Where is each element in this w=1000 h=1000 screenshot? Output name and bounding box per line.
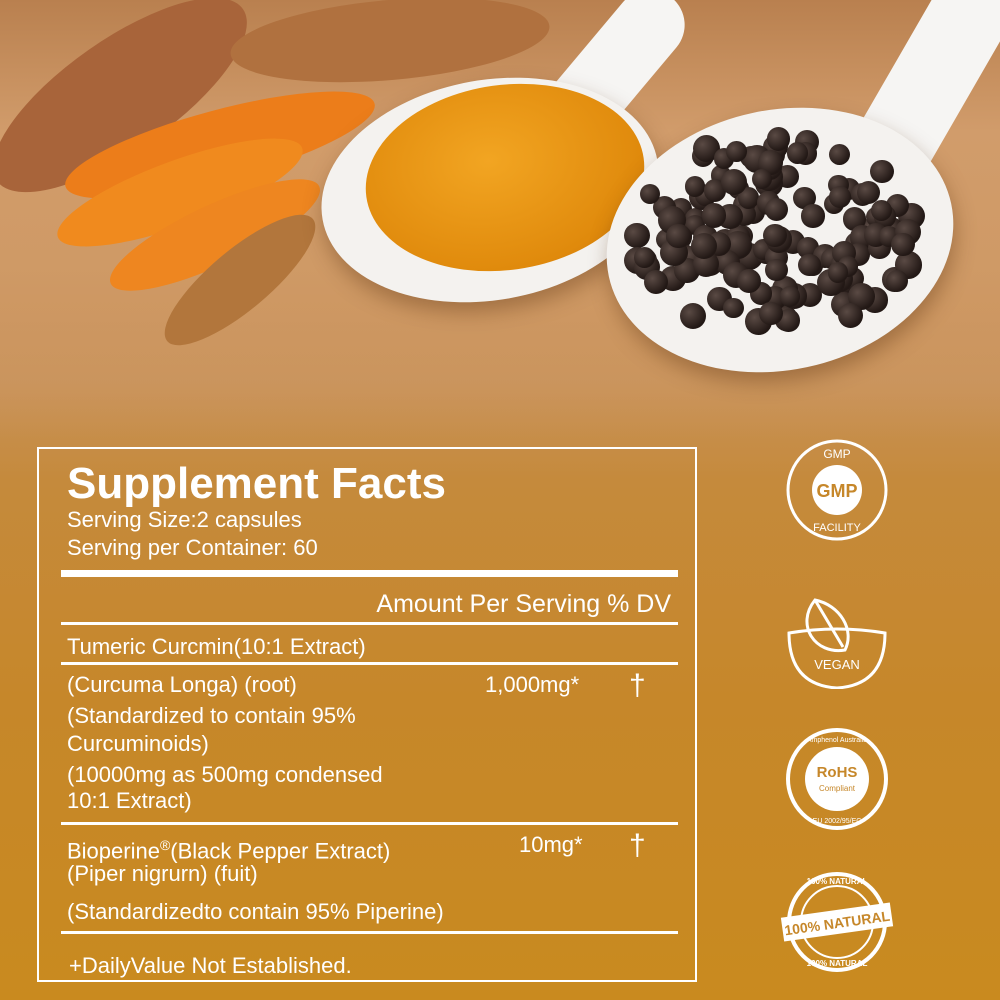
vegan-badge: VEGAN	[787, 598, 887, 689]
supplement-facts-panel: Supplement Facts Serving Size:2 capsules…	[37, 447, 697, 982]
peppercorn	[703, 179, 726, 202]
ingredient-line: (Piper nigrurn) (fuit)	[67, 861, 258, 886]
peppercorn	[639, 184, 660, 205]
ingredient-name: Bioperine	[67, 838, 160, 864]
divider	[61, 622, 678, 625]
product-photo	[0, 0, 1000, 440]
peppercorn	[829, 144, 851, 166]
serving-size: Serving Size:2 capsules	[67, 507, 302, 532]
ingredient-line: 10:1 Extract)	[67, 788, 192, 813]
peppercorn	[827, 261, 849, 283]
svg-text:VEGAN: VEGAN	[814, 657, 860, 672]
peppercorn	[643, 269, 669, 295]
svg-text:100% NATURAL: 100% NATURAL	[807, 877, 868, 886]
servings-per-container: Serving per Container: 60	[67, 535, 318, 560]
svg-text:100% NATURAL: 100% NATURAL	[807, 959, 868, 968]
facts-title: Supplement Facts	[67, 459, 446, 508]
peppercorn	[842, 207, 867, 231]
peppercorn	[624, 222, 650, 249]
divider	[61, 931, 678, 934]
peppercorn	[829, 186, 851, 209]
svg-text:GMP: GMP	[816, 481, 857, 501]
rohs-compliant-badge: RoHS Compliant Amphenol Australia EU 200…	[786, 728, 888, 830]
ingredient-detail: (Black Pepper Extract)	[170, 838, 391, 864]
svg-text:EU 2002/95/EC: EU 2002/95/EC	[813, 818, 862, 825]
peppercorn	[723, 297, 744, 319]
footnote: +DailyValue Not Established.	[69, 953, 352, 978]
peppercorn	[765, 258, 788, 282]
column-header: Amount Per Serving % DV	[376, 590, 671, 618]
peppercorn	[679, 302, 707, 330]
divider	[61, 662, 678, 665]
peppercorn	[801, 204, 825, 228]
svg-text:RoHS: RoHS	[817, 764, 858, 781]
peppercorn	[765, 197, 789, 221]
peppercorn	[701, 203, 727, 228]
ingredient-line: Bioperine®(Black Pepper Extract)	[67, 832, 390, 864]
peppercorn	[759, 301, 783, 326]
peppercorn	[857, 180, 881, 205]
gmp-facility-badge: GMP GMP FACILITY	[786, 439, 888, 541]
svg-text:Amphenol Australia: Amphenol Australia	[807, 737, 867, 744]
peppercorn	[737, 187, 760, 209]
peppercorn	[684, 176, 705, 197]
divider	[61, 822, 678, 825]
peppercorn	[797, 237, 819, 259]
registered-mark: ®	[159, 837, 171, 853]
dagger-mark: †	[629, 669, 646, 702]
peppercorn	[721, 169, 748, 196]
peppercorn	[837, 303, 863, 329]
peppercorn	[766, 127, 791, 151]
ingredient-line: (10000mg as 500mg condensed	[67, 762, 383, 787]
peppercorn	[690, 232, 718, 260]
thick-divider	[61, 570, 678, 577]
peppercorn	[798, 253, 821, 277]
ingredient-line: (Standardized to contain 95%	[67, 703, 356, 728]
peppercorn	[633, 247, 655, 269]
ingredient-line: Curcuminoids)	[67, 731, 209, 756]
peppercorn	[886, 270, 909, 293]
peppercorn	[870, 159, 894, 183]
svg-text:FACILITY: FACILITY	[813, 522, 861, 534]
section-heading: Tumeric Curcmin(10:1 Extract)	[67, 634, 366, 659]
ingredient-line: (Standardizedto contain 95% Piperine)	[67, 899, 444, 924]
peppercorn	[780, 286, 801, 307]
100-percent-natural-badge: 100% NATURAL 100% NATURAL 100% NATURAL	[780, 872, 894, 972]
ingredient-line: (Curcuma Longa) (root)	[67, 672, 297, 697]
peppercorn	[891, 232, 915, 256]
peppercorn	[737, 268, 762, 293]
svg-text:Compliant: Compliant	[819, 784, 856, 793]
svg-text:GMP: GMP	[823, 447, 850, 461]
dagger-mark: †	[629, 829, 646, 862]
peppercorn	[870, 200, 892, 222]
peppercorn	[726, 141, 747, 162]
peppercorn	[786, 142, 809, 165]
peppercorn	[763, 223, 787, 248]
ingredient-amount: 10mg*	[519, 832, 583, 857]
ingredient-amount: 1,000mg*	[485, 672, 580, 697]
peppercorn	[751, 169, 773, 190]
peppercorn	[793, 186, 816, 210]
peppercorn	[666, 224, 691, 249]
peppercorn	[777, 309, 800, 332]
